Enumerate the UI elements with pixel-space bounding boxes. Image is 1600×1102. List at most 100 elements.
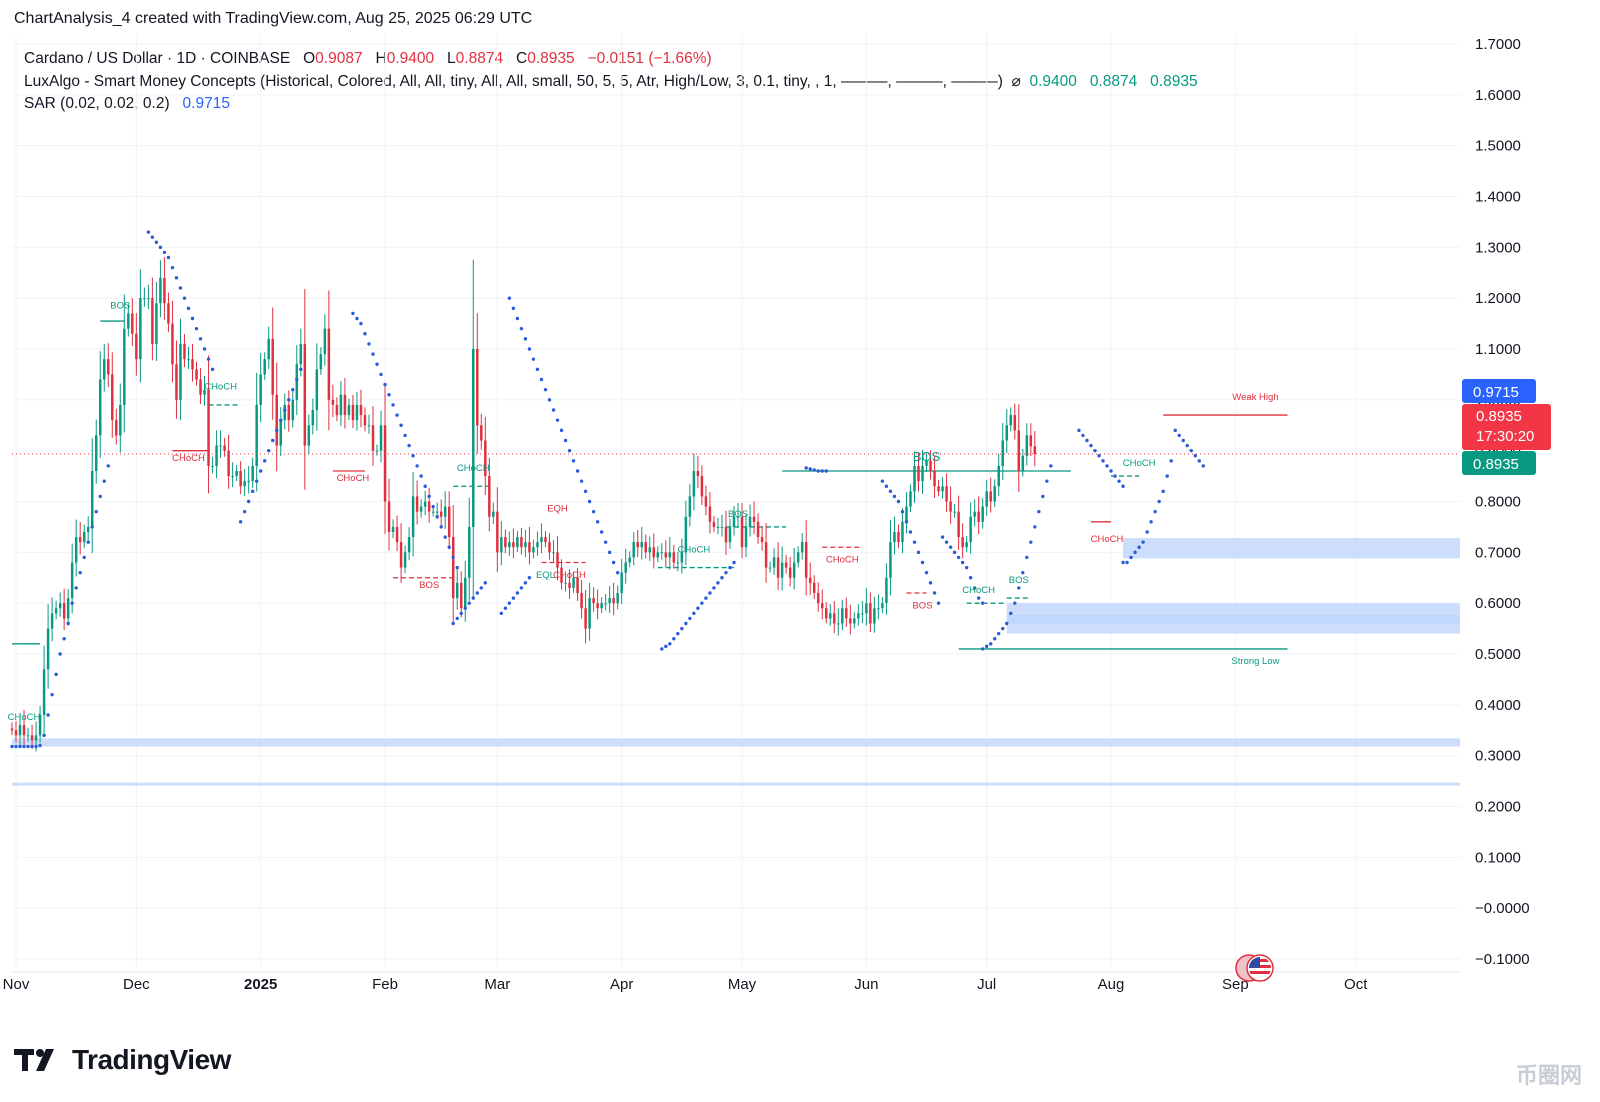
candle-body[interactable] (143, 298, 146, 300)
candle-body[interactable] (411, 496, 415, 538)
candle-body[interactable] (636, 542, 639, 548)
candle-body[interactable] (492, 511, 495, 517)
candle-body[interactable] (183, 343, 186, 360)
candle-body[interactable] (119, 404, 122, 436)
candle-body[interactable] (367, 425, 371, 427)
candle-body[interactable] (1029, 435, 1033, 447)
candle-body[interactable] (215, 445, 218, 466)
candle-body[interactable] (339, 394, 343, 416)
candle-body[interactable] (488, 476, 491, 517)
candle-body[interactable] (520, 537, 523, 548)
candle-body[interactable] (175, 364, 178, 400)
candle-body[interactable] (937, 486, 940, 492)
candle-body[interactable] (1009, 415, 1013, 426)
candle-body[interactable] (965, 542, 968, 548)
candle-body[interactable] (407, 537, 411, 553)
candle-body[interactable] (74, 537, 78, 563)
candle-body[interactable] (135, 333, 138, 360)
candle-body[interactable] (395, 526, 399, 543)
candle-body[interactable] (103, 359, 106, 380)
candle-body[interactable] (151, 298, 154, 344)
candle-body[interactable] (1025, 435, 1029, 456)
tradingview-logo[interactable]: TradingView (14, 1044, 231, 1076)
candle-body[interactable] (82, 532, 86, 543)
candle-body[interactable] (596, 603, 599, 609)
candle-body[interactable] (700, 476, 704, 497)
candle-body[interactable] (640, 542, 643, 548)
candle-body[interactable] (660, 552, 664, 554)
candle-body[interactable] (732, 516, 736, 527)
candle-body[interactable] (335, 404, 339, 416)
candle-body[interactable] (127, 313, 130, 329)
candle-body[interactable] (949, 501, 952, 512)
candle-body[interactable] (355, 404, 359, 421)
candle-body[interactable] (792, 562, 796, 578)
candle-body[interactable] (191, 359, 194, 370)
candle-body[interactable] (179, 343, 182, 400)
candle-body[interactable] (816, 593, 820, 604)
candle-body[interactable] (26, 735, 30, 737)
candle-body[interactable] (760, 537, 764, 543)
candle-body[interactable] (656, 552, 660, 558)
candle-body[interactable] (576, 577, 579, 593)
candle-body[interactable] (572, 577, 575, 588)
candle-body[interactable] (30, 735, 34, 741)
candle-body[interactable] (243, 481, 246, 487)
candle-body[interactable] (187, 359, 190, 361)
candle-body[interactable] (70, 562, 74, 599)
candle-body[interactable] (54, 608, 58, 614)
candle-body[interactable] (532, 547, 535, 553)
candle-body[interactable] (480, 425, 483, 441)
candle-body[interactable] (18, 725, 22, 736)
candle-body[interactable] (363, 415, 367, 426)
candle-body[interactable] (115, 420, 118, 436)
candle-body[interactable] (227, 450, 230, 477)
candle-body[interactable] (829, 613, 832, 619)
candle-body[interactable] (275, 394, 278, 446)
candle-body[interactable] (728, 526, 732, 543)
candle-body[interactable] (131, 313, 134, 334)
candle-body[interactable] (259, 374, 262, 405)
candle-body[interactable] (676, 562, 680, 564)
candle-body[interactable] (684, 516, 688, 553)
candle-body[interactable] (644, 542, 647, 553)
candle-body[interactable] (283, 404, 286, 421)
candle-body[interactable] (58, 603, 62, 609)
candle-body[interactable] (167, 303, 170, 324)
candle-body[interactable] (235, 471, 238, 477)
candle-body[interactable] (704, 496, 708, 507)
candle-body[interactable] (443, 506, 447, 517)
candle-body[interactable] (255, 404, 258, 466)
candle-body[interactable] (423, 501, 427, 507)
candle-body[interactable] (22, 725, 26, 736)
candle-body[interactable] (1033, 446, 1037, 454)
candle-body[interactable] (139, 298, 142, 360)
candle-body[interactable] (147, 298, 150, 300)
candle-body[interactable] (929, 460, 932, 471)
indicator-name[interactable]: LuxAlgo - Smart Money Concepts (Historic… (24, 72, 1003, 90)
candle-body[interactable] (315, 369, 319, 410)
candle-body[interactable] (387, 501, 391, 533)
candle-body[interactable] (889, 542, 892, 578)
candle-body[interactable] (468, 526, 471, 578)
candle-body[interactable] (560, 567, 563, 583)
candle-body[interactable] (692, 471, 696, 497)
candle-body[interactable] (580, 593, 583, 609)
candle-body[interactable] (845, 608, 848, 619)
candle-body[interactable] (788, 567, 792, 578)
candle-body[interactable] (756, 521, 760, 538)
candle-body[interactable] (524, 542, 527, 548)
candle-body[interactable] (159, 277, 162, 304)
candle-body[interactable] (451, 537, 455, 599)
candle-body[interactable] (331, 399, 335, 405)
candle-body[interactable] (600, 603, 603, 609)
candle-body[interactable] (267, 338, 270, 360)
candle-body[interactable] (516, 537, 519, 548)
candle-body[interactable] (897, 532, 900, 543)
candle-body[interactable] (111, 374, 114, 421)
symbol-name[interactable]: Cardano / US Dollar · 1D · COINBASE (24, 50, 291, 67)
candle-body[interactable] (431, 511, 435, 513)
candle-body[interactable] (1017, 430, 1021, 471)
candle-body[interactable] (399, 542, 403, 568)
candle-body[interactable] (869, 603, 872, 624)
